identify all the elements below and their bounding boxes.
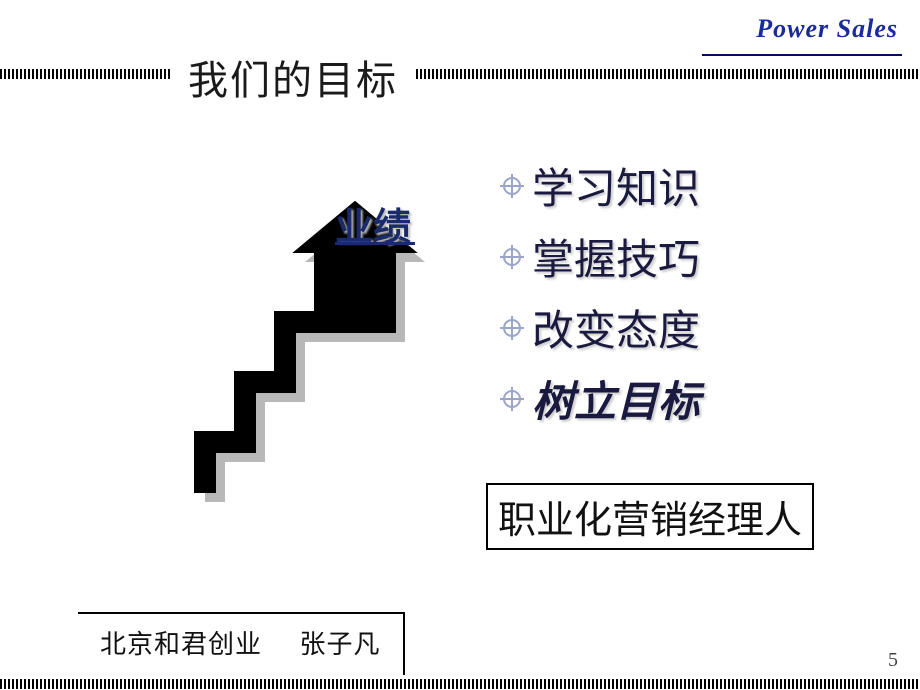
target-icon bbox=[500, 245, 524, 269]
brand-underline bbox=[702, 54, 902, 56]
callout-box: 职业化营销经理人 bbox=[486, 483, 814, 550]
brand-label: Power Sales bbox=[756, 14, 898, 44]
footer-attribution: 北京和君创业 张子凡 bbox=[78, 612, 405, 675]
footer-name: 张子凡 bbox=[300, 630, 381, 659]
bottom-divider bbox=[0, 679, 920, 689]
top-divider bbox=[0, 69, 920, 79]
bullet-text: 掌握技巧 bbox=[532, 226, 700, 287]
target-icon bbox=[500, 387, 524, 411]
list-item: 改变态度 bbox=[500, 297, 700, 358]
target-icon bbox=[500, 316, 524, 340]
bullet-text: 学习知识 bbox=[532, 155, 700, 216]
target-icon bbox=[500, 174, 524, 198]
bullet-list: 学习知识 掌握技巧 改变态度 树立目标 bbox=[500, 155, 700, 439]
bullet-text: 改变态度 bbox=[532, 297, 700, 358]
list-item: 学习知识 bbox=[500, 155, 700, 216]
list-item: 掌握技巧 bbox=[500, 226, 700, 287]
page-number: 5 bbox=[888, 649, 898, 672]
footer-org: 北京和君创业 bbox=[100, 630, 262, 659]
bullet-text: 树立目标 bbox=[532, 368, 700, 429]
slide-title: 我们的目标 bbox=[170, 48, 416, 106]
performance-underline bbox=[335, 242, 415, 245]
list-item: 树立目标 bbox=[500, 368, 700, 429]
